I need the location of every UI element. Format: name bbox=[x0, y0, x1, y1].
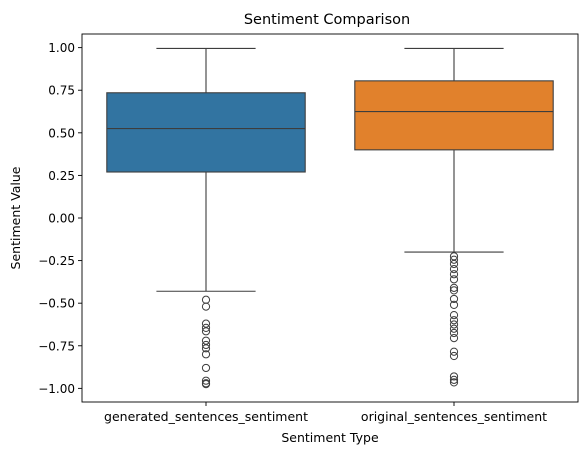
plot-layer bbox=[106, 47, 554, 389]
outlier-point bbox=[449, 300, 459, 309]
outlier-point bbox=[201, 376, 211, 385]
box-iqr bbox=[354, 80, 554, 151]
x-axis-label: Sentiment Type bbox=[281, 430, 379, 445]
outlier-point bbox=[449, 275, 459, 284]
y-tick-label: −0.25 bbox=[38, 254, 75, 268]
y-tick-label: 0.50 bbox=[48, 126, 75, 140]
outlier-point bbox=[449, 286, 459, 295]
box-group-1 bbox=[106, 47, 306, 389]
outlier-point bbox=[449, 375, 459, 384]
box-group-2 bbox=[354, 47, 554, 387]
box-iqr bbox=[106, 92, 306, 173]
outlier-point bbox=[201, 295, 211, 304]
outlier-point bbox=[449, 294, 459, 304]
outlier-point bbox=[449, 328, 459, 338]
x-axis: generated_sentences_sentiment original_se… bbox=[104, 402, 547, 424]
outlier-point bbox=[201, 323, 211, 332]
outlier-point bbox=[449, 324, 459, 333]
outlier-point bbox=[449, 351, 459, 361]
outlier-point bbox=[449, 259, 459, 269]
y-tick-label: 1.00 bbox=[48, 41, 75, 55]
outlier-point bbox=[449, 265, 459, 274]
x-tick-label: original_sentences_sentiment bbox=[361, 409, 547, 424]
outlier-point bbox=[449, 334, 459, 343]
outlier-point bbox=[449, 372, 459, 381]
outlier-point bbox=[201, 363, 211, 373]
outlier-point bbox=[449, 320, 459, 329]
y-axis: 1.00 0.75 0.50 0.25 0.00 −0.25 −0.50 −0.75 −1.00 bbox=[38, 41, 82, 396]
y-tick-label: 0.00 bbox=[48, 212, 75, 226]
y-tick-label: −0.75 bbox=[38, 339, 75, 353]
outlier-point bbox=[449, 347, 459, 356]
outlier-point bbox=[449, 378, 459, 387]
outlier-point bbox=[201, 350, 211, 359]
outlier-point bbox=[201, 336, 211, 345]
outlier-point bbox=[201, 380, 211, 389]
y-axis-label: Sentiment Value bbox=[8, 166, 23, 269]
outlier-point bbox=[449, 311, 459, 320]
y-tick-label: 0.75 bbox=[48, 84, 75, 98]
outlier-point bbox=[449, 270, 459, 279]
outlier-point bbox=[201, 327, 211, 336]
y-tick-label: 0.25 bbox=[48, 169, 75, 183]
outlier-point bbox=[201, 340, 211, 350]
y-tick-label: −0.50 bbox=[38, 297, 75, 311]
y-tick-label: −1.00 bbox=[38, 382, 75, 396]
x-tick-label: generated_sentences_sentiment bbox=[104, 409, 308, 424]
outlier-point bbox=[449, 255, 459, 264]
outlier-point bbox=[449, 283, 459, 292]
outlier-point bbox=[201, 319, 211, 328]
outlier-point bbox=[449, 316, 459, 325]
outlier-point bbox=[201, 344, 211, 353]
outlier-point bbox=[201, 302, 211, 311]
chart-title: Sentiment Comparison bbox=[244, 12, 410, 28]
